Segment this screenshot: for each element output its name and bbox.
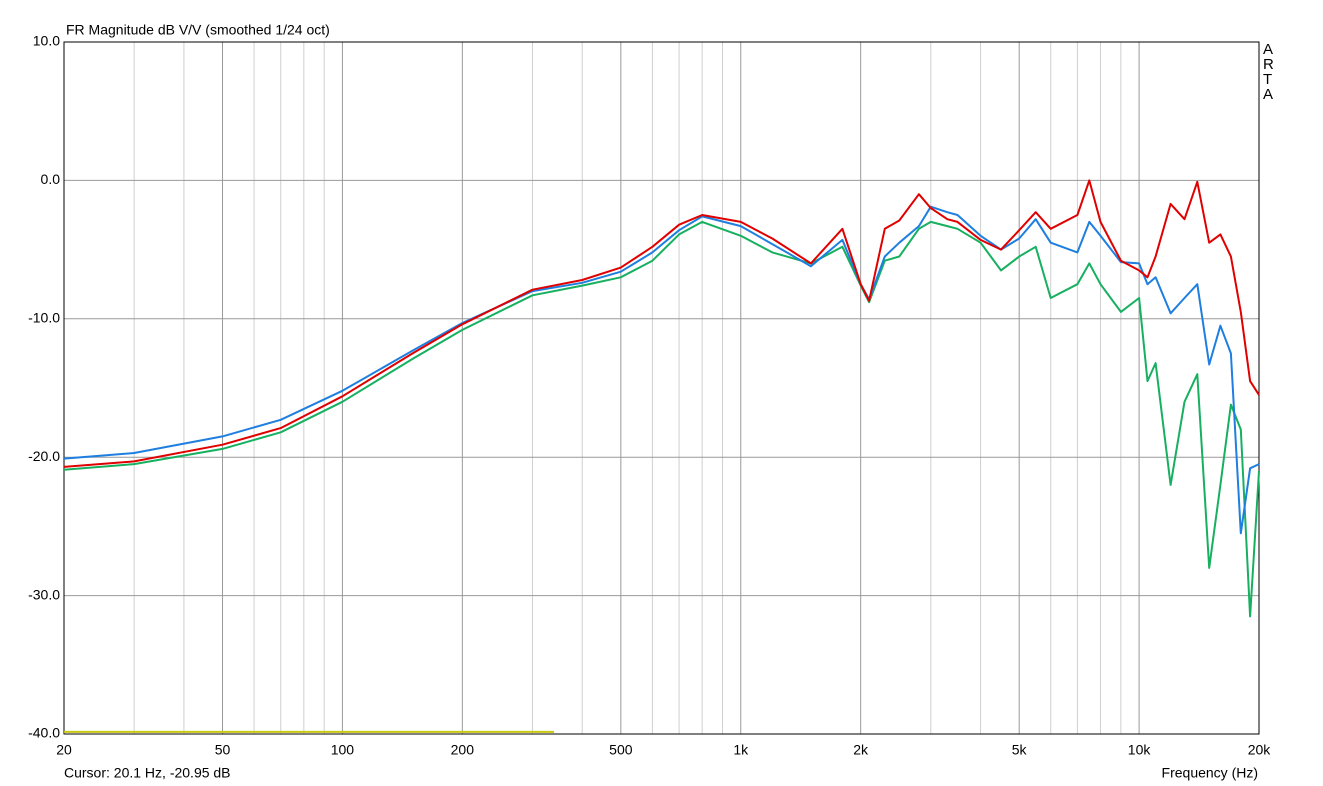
series-line <box>63 205 1260 535</box>
x-tick-label: 20k <box>1248 742 1272 758</box>
series-line <box>63 220 1260 618</box>
y-tick-label: 10.0 <box>33 33 60 49</box>
watermark: ARTA <box>1263 41 1274 103</box>
plot-frame <box>63 41 1260 735</box>
x-axis-label: Frequency (Hz) <box>1162 765 1258 781</box>
y-tick-label: -10.0 <box>28 310 60 326</box>
x-tick-label: 500 <box>609 742 633 758</box>
y-tick-label: -20.0 <box>28 448 60 464</box>
cursor-readout: Cursor: 20.1 Hz, -20.95 dB <box>64 765 231 781</box>
x-tick-label: 1k <box>733 742 749 758</box>
chart-title: FR Magnitude dB V/V (smoothed 1/24 oct) <box>66 22 330 38</box>
x-tick-label: 5k <box>1012 742 1028 758</box>
x-tick-label: 50 <box>215 742 231 758</box>
series-line <box>63 179 1260 468</box>
x-tick-label: 2k <box>853 742 869 758</box>
y-tick-label: -40.0 <box>28 725 60 741</box>
x-tick-label: 20 <box>56 742 72 758</box>
y-tick-label: 0.0 <box>41 171 61 187</box>
x-tick-label: 200 <box>451 742 475 758</box>
x-tick-label: 100 <box>331 742 355 758</box>
y-tick-label: -30.0 <box>28 586 60 602</box>
x-tick-label: 10k <box>1128 742 1152 758</box>
